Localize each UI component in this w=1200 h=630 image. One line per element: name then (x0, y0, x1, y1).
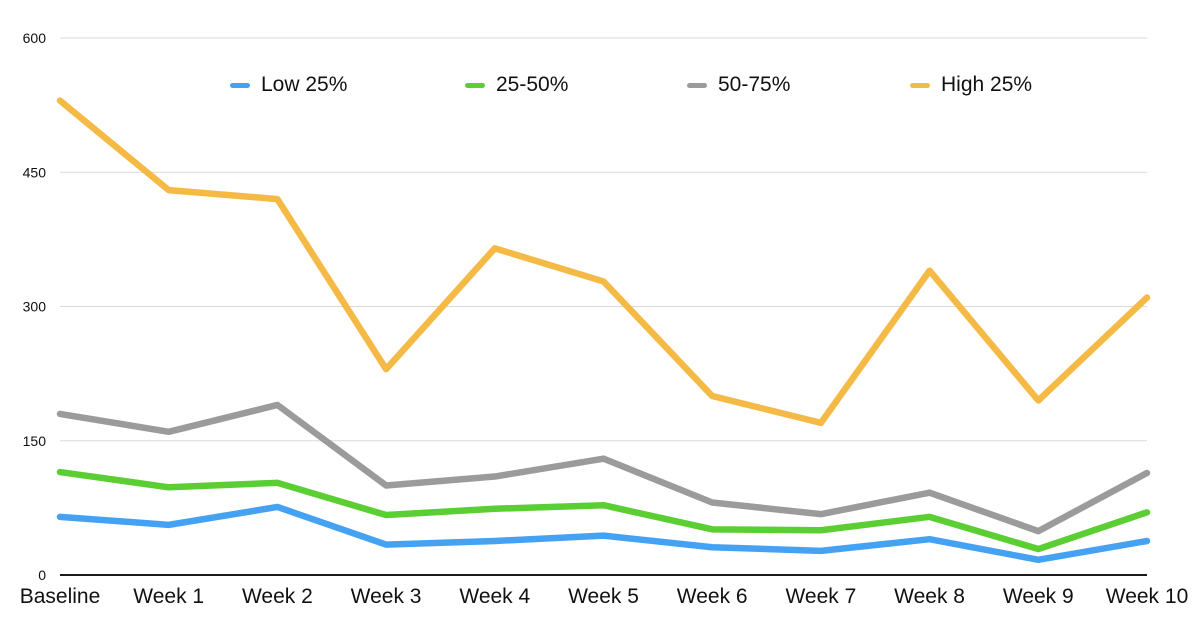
legend-item-50-75-: 50-75% (687, 72, 790, 98)
y-axis-tick-label: 300 (23, 299, 47, 315)
series-line-25-50- (56, 468, 1151, 553)
y-axis-tick-label: 600 (23, 30, 47, 46)
legend-label: 50-75% (718, 73, 791, 96)
x-axis-category-label: Week 1 (133, 585, 204, 608)
legend-label: 25-50% (496, 73, 569, 96)
x-axis-category-label: Week 3 (351, 585, 422, 608)
y-axis-tick-label: 150 (23, 433, 47, 449)
legend-item-low-25-: Low 25% (230, 72, 347, 98)
legend-dash-icon (910, 82, 930, 88)
x-axis-category-label: Week 7 (785, 585, 856, 608)
legend-label: High 25% (941, 73, 1033, 96)
x-axis-category-label: Week 6 (677, 585, 748, 608)
legend-item-high-25-: High 25% (910, 72, 1032, 98)
series-line-high-25- (56, 97, 1151, 427)
x-axis-category-label: Week 2 (242, 585, 313, 608)
legend-dash-icon (687, 82, 707, 88)
legend-label: Low 25% (261, 73, 348, 96)
legend-dash-icon (465, 82, 485, 88)
x-axis-category-label: Week 4 (459, 585, 530, 608)
chart-legend: Low 25% 25-50% 50-75% High 25% (0, 72, 1200, 98)
series-line-50-75- (56, 401, 1151, 535)
y-axis-tick-label: 450 (23, 164, 47, 180)
legend-item-25-50-: 25-50% (465, 72, 568, 98)
y-axis-tick-label: 0 (38, 567, 46, 583)
x-axis-category-label: Week 10 (1106, 585, 1189, 608)
x-axis-category-label: Week 9 (1003, 585, 1074, 608)
legend-dash-icon (230, 82, 250, 88)
series-line-low-25- (56, 503, 1151, 564)
x-axis-category-label: Baseline (20, 585, 101, 608)
x-axis-category-label: Week 5 (568, 585, 639, 608)
x-axis-category-label: Week 8 (894, 585, 965, 608)
